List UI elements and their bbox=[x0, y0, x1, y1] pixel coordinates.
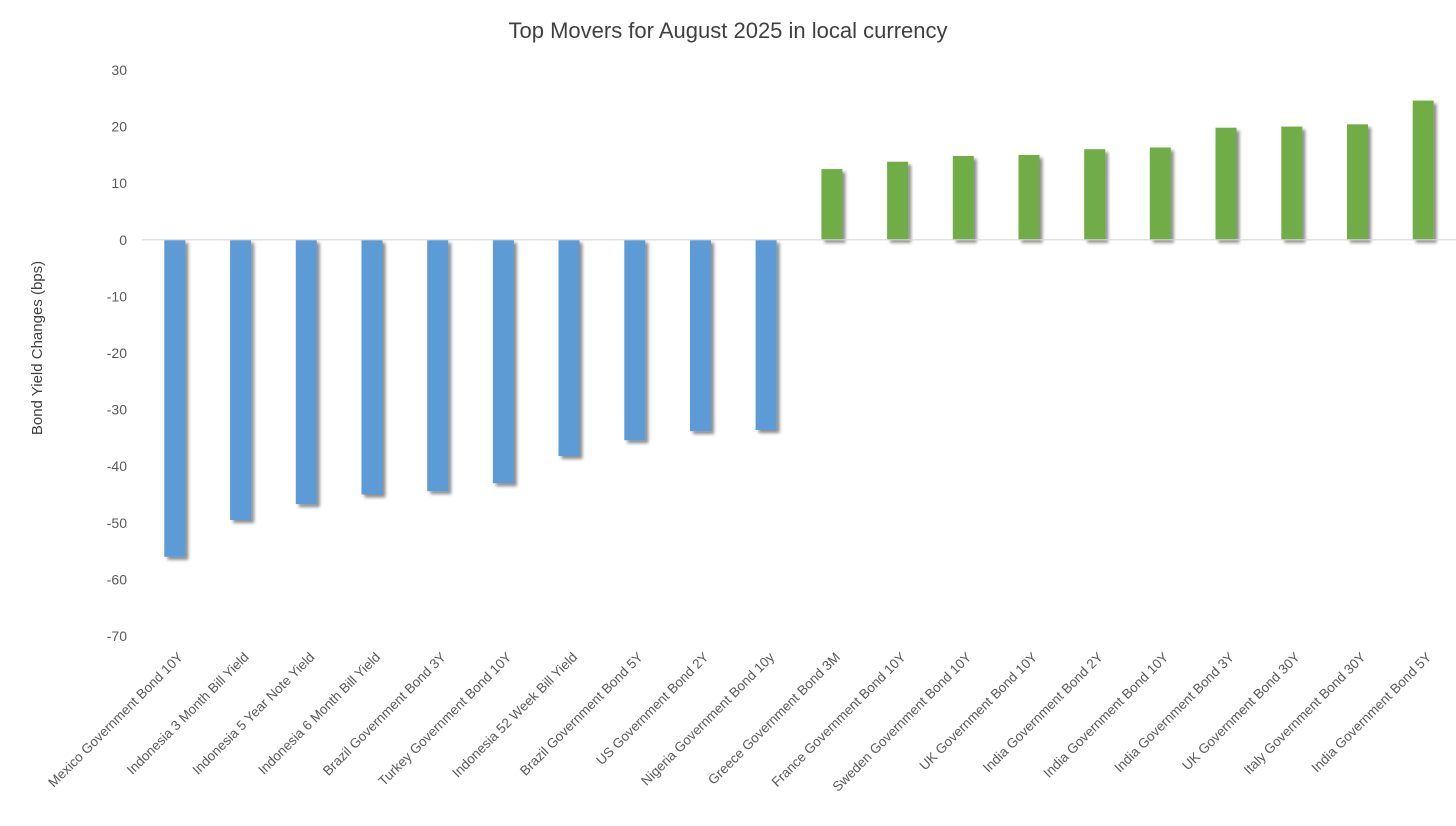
x-tick-label: Nigeria Government Bond 10y bbox=[638, 649, 777, 788]
y-tick-label: -70 bbox=[107, 628, 127, 644]
x-tick-label: Brazil Government Bond 5Y bbox=[517, 650, 646, 779]
x-tick-label: Indonesia 52 Week Bill Yield bbox=[449, 650, 580, 781]
y-axis-label: Bond Yield Changes (bps) bbox=[29, 261, 46, 435]
bar bbox=[624, 239, 646, 441]
y-axis-ticks: 30 20 10 0 -10 -20 -30 -40 -50 -60 -70 bbox=[107, 62, 127, 644]
y-tick-label: -20 bbox=[107, 345, 127, 361]
x-tick-label: UK Government Bond 10Y bbox=[916, 650, 1040, 774]
x-tick-label: India Government Bond 10Y bbox=[1040, 650, 1171, 781]
y-tick-label: 20 bbox=[111, 119, 127, 135]
x-tick-label: UK Government Bond 30Y bbox=[1179, 650, 1303, 774]
bar bbox=[164, 239, 186, 557]
x-tick-label: Turkey Government Bond 10Y bbox=[375, 650, 514, 789]
y-tick-label: -10 bbox=[107, 288, 127, 304]
x-tick-label: Italy Government Bond 30Y bbox=[1241, 650, 1369, 778]
x-tick-label: Sweden Government Bond 10Y bbox=[830, 650, 975, 795]
x-tick-label: Mexico Government Bond 10Y bbox=[45, 650, 186, 791]
bar bbox=[690, 239, 711, 432]
chart-title: Top Movers for August 2025 in local curr… bbox=[508, 18, 947, 43]
x-tick-label: India Government Bond 5Y bbox=[1309, 650, 1435, 776]
bar bbox=[361, 239, 383, 495]
bar bbox=[1215, 127, 1237, 240]
x-tick-label: India Government Bond 3Y bbox=[1111, 650, 1237, 776]
bar bbox=[952, 156, 974, 240]
x-tick-label: Indonesia 3 Month Bill Yield bbox=[124, 650, 252, 778]
bar bbox=[887, 161, 909, 240]
bar bbox=[1149, 147, 1171, 240]
y-tick-label: -50 bbox=[107, 515, 127, 531]
bar bbox=[492, 239, 514, 484]
bar bbox=[1347, 124, 1368, 240]
bar bbox=[821, 169, 843, 240]
bar bbox=[1018, 154, 1040, 240]
x-tick-label: US Government Bond 2Y bbox=[593, 650, 711, 768]
y-tick-label: 0 bbox=[119, 232, 127, 248]
bar bbox=[230, 239, 252, 521]
y-tick-label: -40 bbox=[107, 458, 127, 474]
x-tick-label: Greece Government Bond 3M bbox=[705, 650, 843, 788]
bars-group bbox=[164, 100, 1434, 557]
x-tick-label: India Government Bond 2Y bbox=[980, 650, 1106, 776]
y-tick-label: 10 bbox=[111, 175, 127, 191]
bar bbox=[1281, 126, 1303, 240]
bar bbox=[755, 239, 777, 430]
y-tick-label: 30 bbox=[111, 62, 127, 78]
x-tick-label: Indonesia 5 Year Note Yield bbox=[190, 650, 318, 778]
x-tick-label: Indonesia 6 Month Bill Yield bbox=[255, 650, 383, 778]
x-tick-label: France Government Bond 10Y bbox=[769, 650, 909, 790]
bar bbox=[558, 239, 580, 456]
x-tick-label: Brazil Government Bond 3Y bbox=[320, 650, 449, 779]
bar bbox=[427, 239, 449, 492]
y-tick-label: -60 bbox=[107, 571, 127, 587]
bar bbox=[1412, 100, 1434, 240]
y-tick-label: -30 bbox=[107, 402, 127, 418]
bar bbox=[1084, 149, 1106, 240]
bar bbox=[295, 239, 317, 505]
